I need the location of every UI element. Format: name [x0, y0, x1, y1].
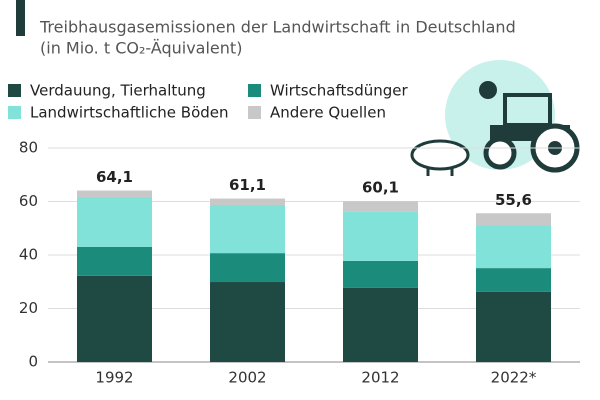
legend-swatch	[8, 84, 21, 97]
bar-segment	[77, 275, 152, 362]
y-tick-label: 0	[28, 353, 38, 371]
bar-segment	[77, 246, 152, 276]
bar-segment	[343, 201, 418, 212]
total-label: 55,6	[495, 191, 532, 209]
legend-label: Landwirtschaftliche Böden	[30, 104, 229, 122]
bar-segment	[210, 282, 285, 362]
y-tick-label: 20	[19, 299, 38, 317]
bar-segment	[343, 211, 418, 261]
legend-swatch	[8, 106, 21, 119]
bar-segment	[210, 204, 285, 254]
bar-segment	[476, 225, 551, 269]
accent-bar	[16, 0, 25, 36]
subtitle: Treibhausgasemissionen der Landwirtschaf…	[39, 18, 516, 37]
bar-segment	[476, 268, 551, 292]
legend-swatch	[248, 84, 261, 97]
total-label: 61,1	[229, 176, 266, 194]
bar-segment	[77, 196, 152, 247]
x-tick-label: 1992	[95, 369, 133, 387]
subtitle: (in Mio. t CO₂-Äquivalent)	[40, 39, 242, 58]
x-tick-label: 2002	[228, 369, 266, 387]
x-tick-label: 2022*	[491, 369, 537, 387]
legend-label: Wirtschaftsdünger	[270, 82, 408, 100]
bar-segment	[476, 291, 551, 362]
bar-segment	[210, 253, 285, 283]
bar-segment	[343, 260, 418, 288]
illustration	[410, 60, 580, 176]
legend-label: Andere Quellen	[270, 104, 386, 122]
y-tick-label: 40	[19, 246, 38, 264]
y-tick-label: 60	[19, 192, 38, 210]
bar-segment	[476, 213, 551, 226]
legend-label: Verdauung, Tierhaltung	[30, 82, 206, 100]
total-label: 64,1	[96, 168, 133, 186]
bar-segment	[210, 198, 285, 205]
x-tick-label: 2012	[361, 369, 399, 387]
legend-swatch	[248, 106, 261, 119]
bar-segment	[343, 287, 418, 362]
total-label: 60,1	[362, 179, 399, 197]
y-tick-label: 80	[19, 139, 38, 157]
bar-segment	[77, 190, 152, 197]
